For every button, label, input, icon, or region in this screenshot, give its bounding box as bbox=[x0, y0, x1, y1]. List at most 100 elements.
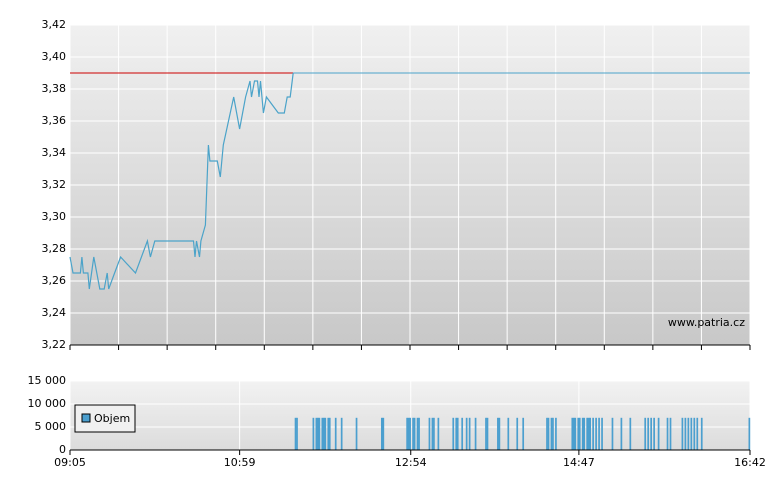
volume-bar bbox=[577, 417, 580, 450]
legend-swatch bbox=[81, 413, 91, 423]
x-tick-label: 14:47 bbox=[563, 456, 595, 469]
volume-bar bbox=[498, 417, 501, 450]
volume-bar bbox=[321, 417, 324, 450]
volume-bar bbox=[428, 417, 431, 450]
volume-bar bbox=[452, 417, 455, 450]
volume-bar bbox=[407, 417, 410, 450]
volume-bar bbox=[327, 417, 330, 450]
volume-bar bbox=[684, 417, 687, 450]
volume-bar bbox=[653, 417, 655, 450]
volume-bar bbox=[324, 417, 327, 450]
volume-bar bbox=[380, 417, 383, 450]
y-tick-label: 3,38 bbox=[42, 82, 67, 95]
volume-bar bbox=[456, 417, 459, 450]
volume-bar bbox=[497, 417, 499, 450]
volume-bar bbox=[552, 417, 554, 450]
y-tick-label: 3,22 bbox=[42, 338, 67, 351]
volume-bar bbox=[687, 417, 690, 450]
volume-bar bbox=[681, 417, 684, 450]
volume-bar bbox=[382, 417, 385, 450]
y-tick-label: 3,36 bbox=[42, 114, 67, 127]
volume-bar bbox=[583, 417, 586, 450]
volume-bar bbox=[598, 417, 600, 450]
y-tick-label: 0 bbox=[59, 443, 66, 456]
volume-bar bbox=[409, 417, 411, 450]
x-tick-label: 12:54 bbox=[395, 456, 427, 469]
x-tick-label: 09:05 bbox=[54, 456, 86, 469]
y-tick-label: 3,28 bbox=[42, 242, 67, 255]
volume-bar bbox=[315, 417, 318, 450]
volume-bar bbox=[589, 417, 591, 450]
volume-bar bbox=[485, 417, 487, 450]
volume-bar bbox=[461, 417, 464, 450]
volume-bar bbox=[340, 417, 343, 450]
volume-bar bbox=[486, 417, 489, 450]
volume-bar bbox=[572, 417, 575, 450]
volume-bar bbox=[581, 417, 584, 450]
volume-bar bbox=[468, 417, 471, 450]
volume-bar bbox=[647, 417, 650, 450]
volume-bar bbox=[522, 417, 525, 450]
volume-bar bbox=[412, 417, 414, 450]
volume-bar bbox=[611, 417, 614, 450]
volume-bar bbox=[693, 417, 696, 450]
volume-bar bbox=[592, 417, 594, 450]
volume-bar bbox=[317, 417, 319, 450]
volume-bar bbox=[601, 417, 603, 450]
volume-bar bbox=[431, 417, 434, 450]
y-tick-label: 15 000 bbox=[28, 374, 67, 387]
y-tick-label: 5 000 bbox=[35, 420, 67, 433]
y-tick-label: 3,30 bbox=[42, 210, 67, 223]
volume-bar bbox=[355, 417, 358, 450]
y-tick-label: 10 000 bbox=[28, 397, 67, 410]
volume-bar bbox=[571, 417, 574, 450]
y-tick-label: 3,32 bbox=[42, 178, 67, 191]
volume-bar bbox=[516, 417, 519, 450]
volume-bar bbox=[555, 417, 557, 450]
volume-bar bbox=[474, 417, 477, 450]
volume-bar bbox=[629, 417, 632, 450]
volume-bar bbox=[748, 417, 751, 450]
volume-bar bbox=[413, 417, 416, 450]
volume-bar bbox=[312, 417, 315, 450]
legend-label: Objem bbox=[94, 412, 130, 425]
volume-bar bbox=[433, 417, 435, 450]
volume-bar bbox=[296, 417, 298, 450]
price-line bbox=[69, 72, 294, 290]
y-tick-label: 3,24 bbox=[42, 306, 67, 319]
volume-bar bbox=[465, 417, 468, 450]
volume-bar bbox=[406, 417, 408, 450]
volume-bar bbox=[578, 417, 581, 450]
volume-bar bbox=[595, 417, 597, 450]
y-tick-label: 3,34 bbox=[42, 146, 67, 159]
volume-bar bbox=[328, 417, 331, 450]
volume-bar bbox=[550, 417, 553, 450]
volume-bar bbox=[418, 417, 420, 450]
volume-bar bbox=[587, 417, 590, 450]
x-tick-label: 16:42 bbox=[734, 456, 766, 469]
volume-bar bbox=[322, 417, 325, 450]
volume-bar bbox=[294, 417, 297, 450]
volume-bar bbox=[416, 417, 419, 450]
volume-bar bbox=[455, 417, 458, 450]
volume-bar bbox=[666, 417, 669, 450]
volume-bar bbox=[507, 417, 510, 450]
volume-bar bbox=[696, 417, 699, 450]
y-tick-label: 3,42 bbox=[42, 18, 67, 31]
volume-bar bbox=[318, 417, 321, 450]
volume-bar bbox=[437, 417, 440, 450]
volume-bar bbox=[620, 417, 623, 450]
x-tick-label: 10:59 bbox=[224, 456, 256, 469]
volume-bar bbox=[644, 417, 647, 450]
volume-bar bbox=[690, 417, 693, 450]
volume-bar bbox=[586, 417, 589, 450]
volume-bar bbox=[650, 417, 653, 450]
volume-bar bbox=[700, 417, 703, 450]
volume-bar bbox=[574, 417, 577, 450]
volume-bar bbox=[334, 417, 337, 450]
volume-bar bbox=[546, 417, 548, 450]
volume-bar bbox=[657, 417, 660, 450]
y-tick-label: 3,26 bbox=[42, 274, 67, 287]
y-tick-label: 3,40 bbox=[42, 50, 67, 63]
